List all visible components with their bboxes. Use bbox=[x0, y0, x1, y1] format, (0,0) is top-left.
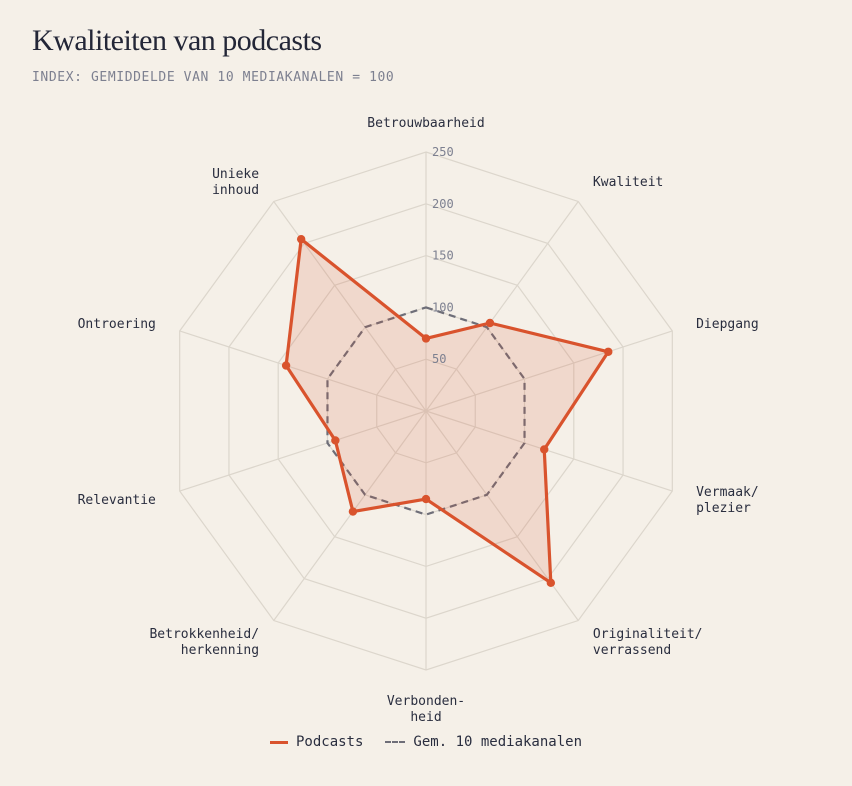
legend-item-podcasts: Podcasts bbox=[269, 734, 364, 750]
podcasts-point bbox=[546, 578, 556, 588]
podcasts-point bbox=[421, 334, 431, 343]
grid-spoke bbox=[179, 330, 427, 412]
axis-label-line: herkenning bbox=[181, 643, 259, 658]
series-podcasts-area bbox=[286, 239, 609, 583]
axis-label-line: Kwaliteit bbox=[593, 175, 663, 190]
axis-label: Betrokkenheid/herkenning bbox=[149, 627, 259, 658]
axis-label: Diepgang bbox=[696, 317, 759, 332]
axis-label: Vermaak/plezier bbox=[696, 485, 759, 516]
chart-title: Kwaliteiten van podcasts bbox=[32, 24, 322, 57]
axis-label-line: Diepgang bbox=[696, 317, 759, 332]
axis-label: Betrouwbaarheid bbox=[367, 116, 484, 131]
grid-spoke bbox=[425, 201, 579, 412]
grid-spoke bbox=[273, 410, 427, 621]
axis-label-line: plezier bbox=[696, 501, 751, 516]
tick-label: 150 bbox=[432, 249, 454, 263]
axis-label-line: Ontroering bbox=[78, 317, 156, 332]
legend-swatch-solid bbox=[269, 740, 288, 744]
axis-label-line: Originaliteit/ bbox=[593, 627, 703, 642]
podcasts-point bbox=[421, 494, 431, 504]
legend-item-average: Gem. 10 mediakanalen bbox=[385, 734, 582, 750]
podcasts-point bbox=[485, 318, 495, 328]
legend-label: Gem. 10 mediakanalen bbox=[413, 734, 582, 750]
radar-axis-labels: Betrouwbaarheid Kwaliteit Diepgang Vermaak/… bbox=[78, 116, 759, 725]
axis-label: Ontroering bbox=[78, 317, 156, 332]
tick-label: 50 bbox=[432, 352, 446, 366]
axis-label-line: Vermaak/ bbox=[696, 485, 759, 500]
tick-label: 200 bbox=[432, 197, 454, 211]
axis-label-line: Verbonden- bbox=[387, 694, 465, 709]
axis-label: Verbonden-heid bbox=[387, 694, 465, 725]
legend-label: Podcasts bbox=[295, 734, 364, 750]
radar-grid bbox=[179, 151, 673, 671]
axis-label-line: Betrouwbaarheid bbox=[367, 116, 484, 131]
axis-label: Relevantie bbox=[78, 493, 156, 508]
podcasts-point bbox=[296, 234, 306, 244]
axis-label-line: Unieke bbox=[212, 167, 259, 182]
axis-label-line: Betrokkenheid/ bbox=[149, 627, 259, 642]
grid-spoke bbox=[179, 410, 427, 492]
tick-label: 250 bbox=[432, 145, 454, 159]
radar-tick-labels: 50 100 150 200 250 bbox=[432, 145, 454, 366]
legend: Podcasts Gem. 10 mediakanalen bbox=[0, 734, 852, 750]
axis-label: Unieke inhoud bbox=[212, 167, 259, 198]
legend-swatch-dashed bbox=[385, 741, 406, 743]
podcasts-point bbox=[348, 507, 358, 516]
axis-label: Kwaliteit bbox=[593, 175, 663, 190]
radar-series bbox=[281, 234, 613, 588]
axis-label-line: inhoud bbox=[212, 183, 259, 198]
axis-label-line: verrassend bbox=[593, 643, 671, 658]
axis-label: Originaliteit/verrassend bbox=[593, 627, 703, 658]
grid-spoke bbox=[425, 410, 673, 492]
series-average-line bbox=[326, 306, 526, 516]
chart-subtitle: INDEX: GEMIDDELDE VAN 10 MEDIAKANALEN = … bbox=[32, 70, 395, 85]
tick-label: 100 bbox=[432, 300, 454, 314]
axis-label-line: Relevantie bbox=[78, 493, 156, 508]
podcasts-point bbox=[604, 347, 613, 356]
podcasts-point bbox=[540, 445, 549, 454]
podcasts-point bbox=[331, 436, 340, 445]
axis-label-line: heid bbox=[410, 710, 441, 725]
podcasts-point bbox=[281, 361, 291, 370]
grid-spoke bbox=[425, 330, 673, 412]
